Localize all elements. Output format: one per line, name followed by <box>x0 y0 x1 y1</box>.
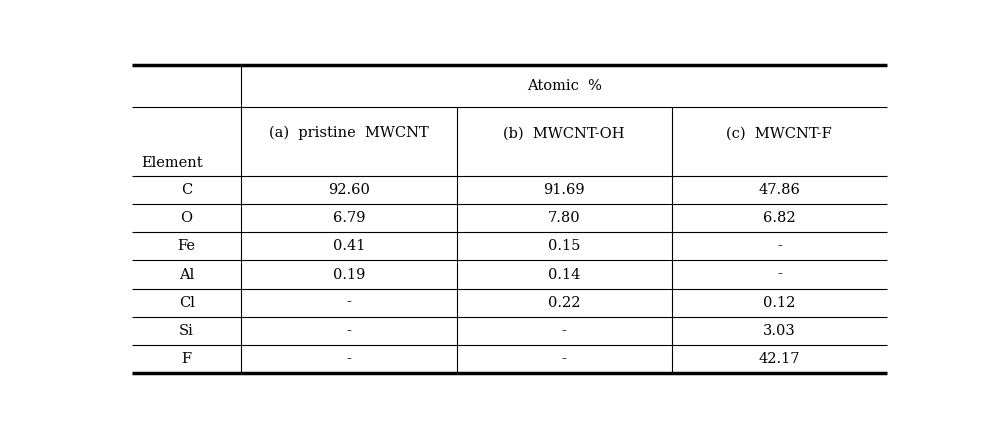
Text: Si: Si <box>179 324 194 338</box>
Text: 0.19: 0.19 <box>333 267 365 282</box>
Text: 0.41: 0.41 <box>333 240 365 253</box>
Text: -: - <box>562 324 567 338</box>
Text: 7.80: 7.80 <box>548 211 580 225</box>
Text: 92.60: 92.60 <box>328 183 370 197</box>
Text: Cl: Cl <box>179 296 195 309</box>
Text: 0.12: 0.12 <box>763 296 795 309</box>
Text: 91.69: 91.69 <box>544 183 585 197</box>
Text: 42.17: 42.17 <box>758 352 800 366</box>
Text: -: - <box>347 324 352 338</box>
Text: 0.14: 0.14 <box>548 267 580 282</box>
Text: 6.82: 6.82 <box>763 211 795 225</box>
Text: C: C <box>181 183 192 197</box>
Text: -: - <box>347 352 352 366</box>
Text: -: - <box>777 240 781 253</box>
Text: -: - <box>777 267 781 282</box>
Text: 47.86: 47.86 <box>758 183 800 197</box>
Text: 6.79: 6.79 <box>333 211 365 225</box>
Text: O: O <box>181 211 193 225</box>
Text: (c)  MWCNT-F: (c) MWCNT-F <box>727 126 832 140</box>
Text: (a)  pristine  MWCNT: (a) pristine MWCNT <box>269 126 428 140</box>
Text: 3.03: 3.03 <box>763 324 795 338</box>
Text: Al: Al <box>179 267 194 282</box>
Text: Fe: Fe <box>178 240 196 253</box>
Text: F: F <box>182 352 192 366</box>
Text: -: - <box>347 296 352 309</box>
Text: -: - <box>562 352 567 366</box>
Text: (b)  MWCNT-OH: (b) MWCNT-OH <box>503 126 625 140</box>
Text: Element: Element <box>141 156 203 170</box>
Text: Atomic  %: Atomic % <box>527 79 601 93</box>
Text: 0.22: 0.22 <box>548 296 580 309</box>
Text: 0.15: 0.15 <box>548 240 580 253</box>
